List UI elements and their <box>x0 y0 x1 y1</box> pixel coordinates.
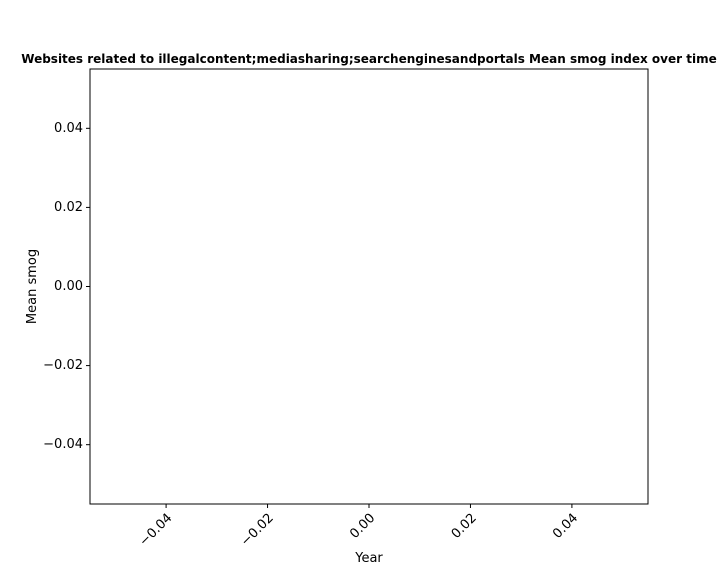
y-tick-label: 0.04 <box>54 121 83 136</box>
x-tick-label: 0.04 <box>550 511 581 542</box>
y-tick-label: 0.00 <box>54 279 83 294</box>
y-tick-label: 0.02 <box>54 200 83 215</box>
x-axis-label: Year <box>354 551 383 566</box>
x-tick-label: −0.04 <box>137 511 176 550</box>
x-tick-label: −0.02 <box>238 511 277 550</box>
x-axis-ticks: −0.04 −0.02 0.00 0.02 0.04 <box>137 504 581 550</box>
plot-area-frame <box>89 68 649 505</box>
chart-title: Websites related to illegalcontent;media… <box>21 52 716 66</box>
x-tick-label: 0.00 <box>347 511 378 542</box>
y-tick-label: −0.04 <box>43 437 83 452</box>
y-tick-label: −0.02 <box>43 358 83 373</box>
y-axis-label: Mean smog <box>25 249 40 324</box>
x-tick-label: 0.02 <box>449 511 480 542</box>
y-axis-ticks: 0.04 0.02 0.00 −0.02 −0.04 <box>43 121 90 452</box>
